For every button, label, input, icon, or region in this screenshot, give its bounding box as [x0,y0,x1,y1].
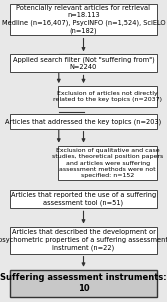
Text: Articles that addressed the key topics (n=203): Articles that addressed the key topics (… [5,118,162,125]
Text: Exclusion of articles not directly
related to the key topics (n=2037): Exclusion of articles not directly relat… [53,91,162,102]
Text: Applied search filter (Not "suffering from")
N=2240: Applied search filter (Not "suffering fr… [13,56,154,70]
Text: Exclusion of qualitative and case
studies, theoretical position papers
and artic: Exclusion of qualitative and case studie… [52,148,163,178]
Text: Potencially relevant articles for retrieval
n=18.113
Medline (n=16,407), PsycINF: Potencially relevant articles for retrie… [2,5,165,34]
FancyBboxPatch shape [10,270,157,297]
FancyBboxPatch shape [58,146,157,180]
FancyBboxPatch shape [58,86,157,107]
FancyBboxPatch shape [10,190,157,208]
FancyBboxPatch shape [10,226,157,254]
FancyBboxPatch shape [10,114,157,129]
Text: Articles that described the development or
psychometric properties of a sufferin: Articles that described the development … [0,229,167,251]
FancyBboxPatch shape [10,54,157,72]
Text: Suffering assessment instruments:
10: Suffering assessment instruments: 10 [0,273,167,293]
FancyBboxPatch shape [10,4,157,35]
Text: Articles that reported the use of a suffering
assessment tool (n=51): Articles that reported the use of a suff… [11,192,156,206]
